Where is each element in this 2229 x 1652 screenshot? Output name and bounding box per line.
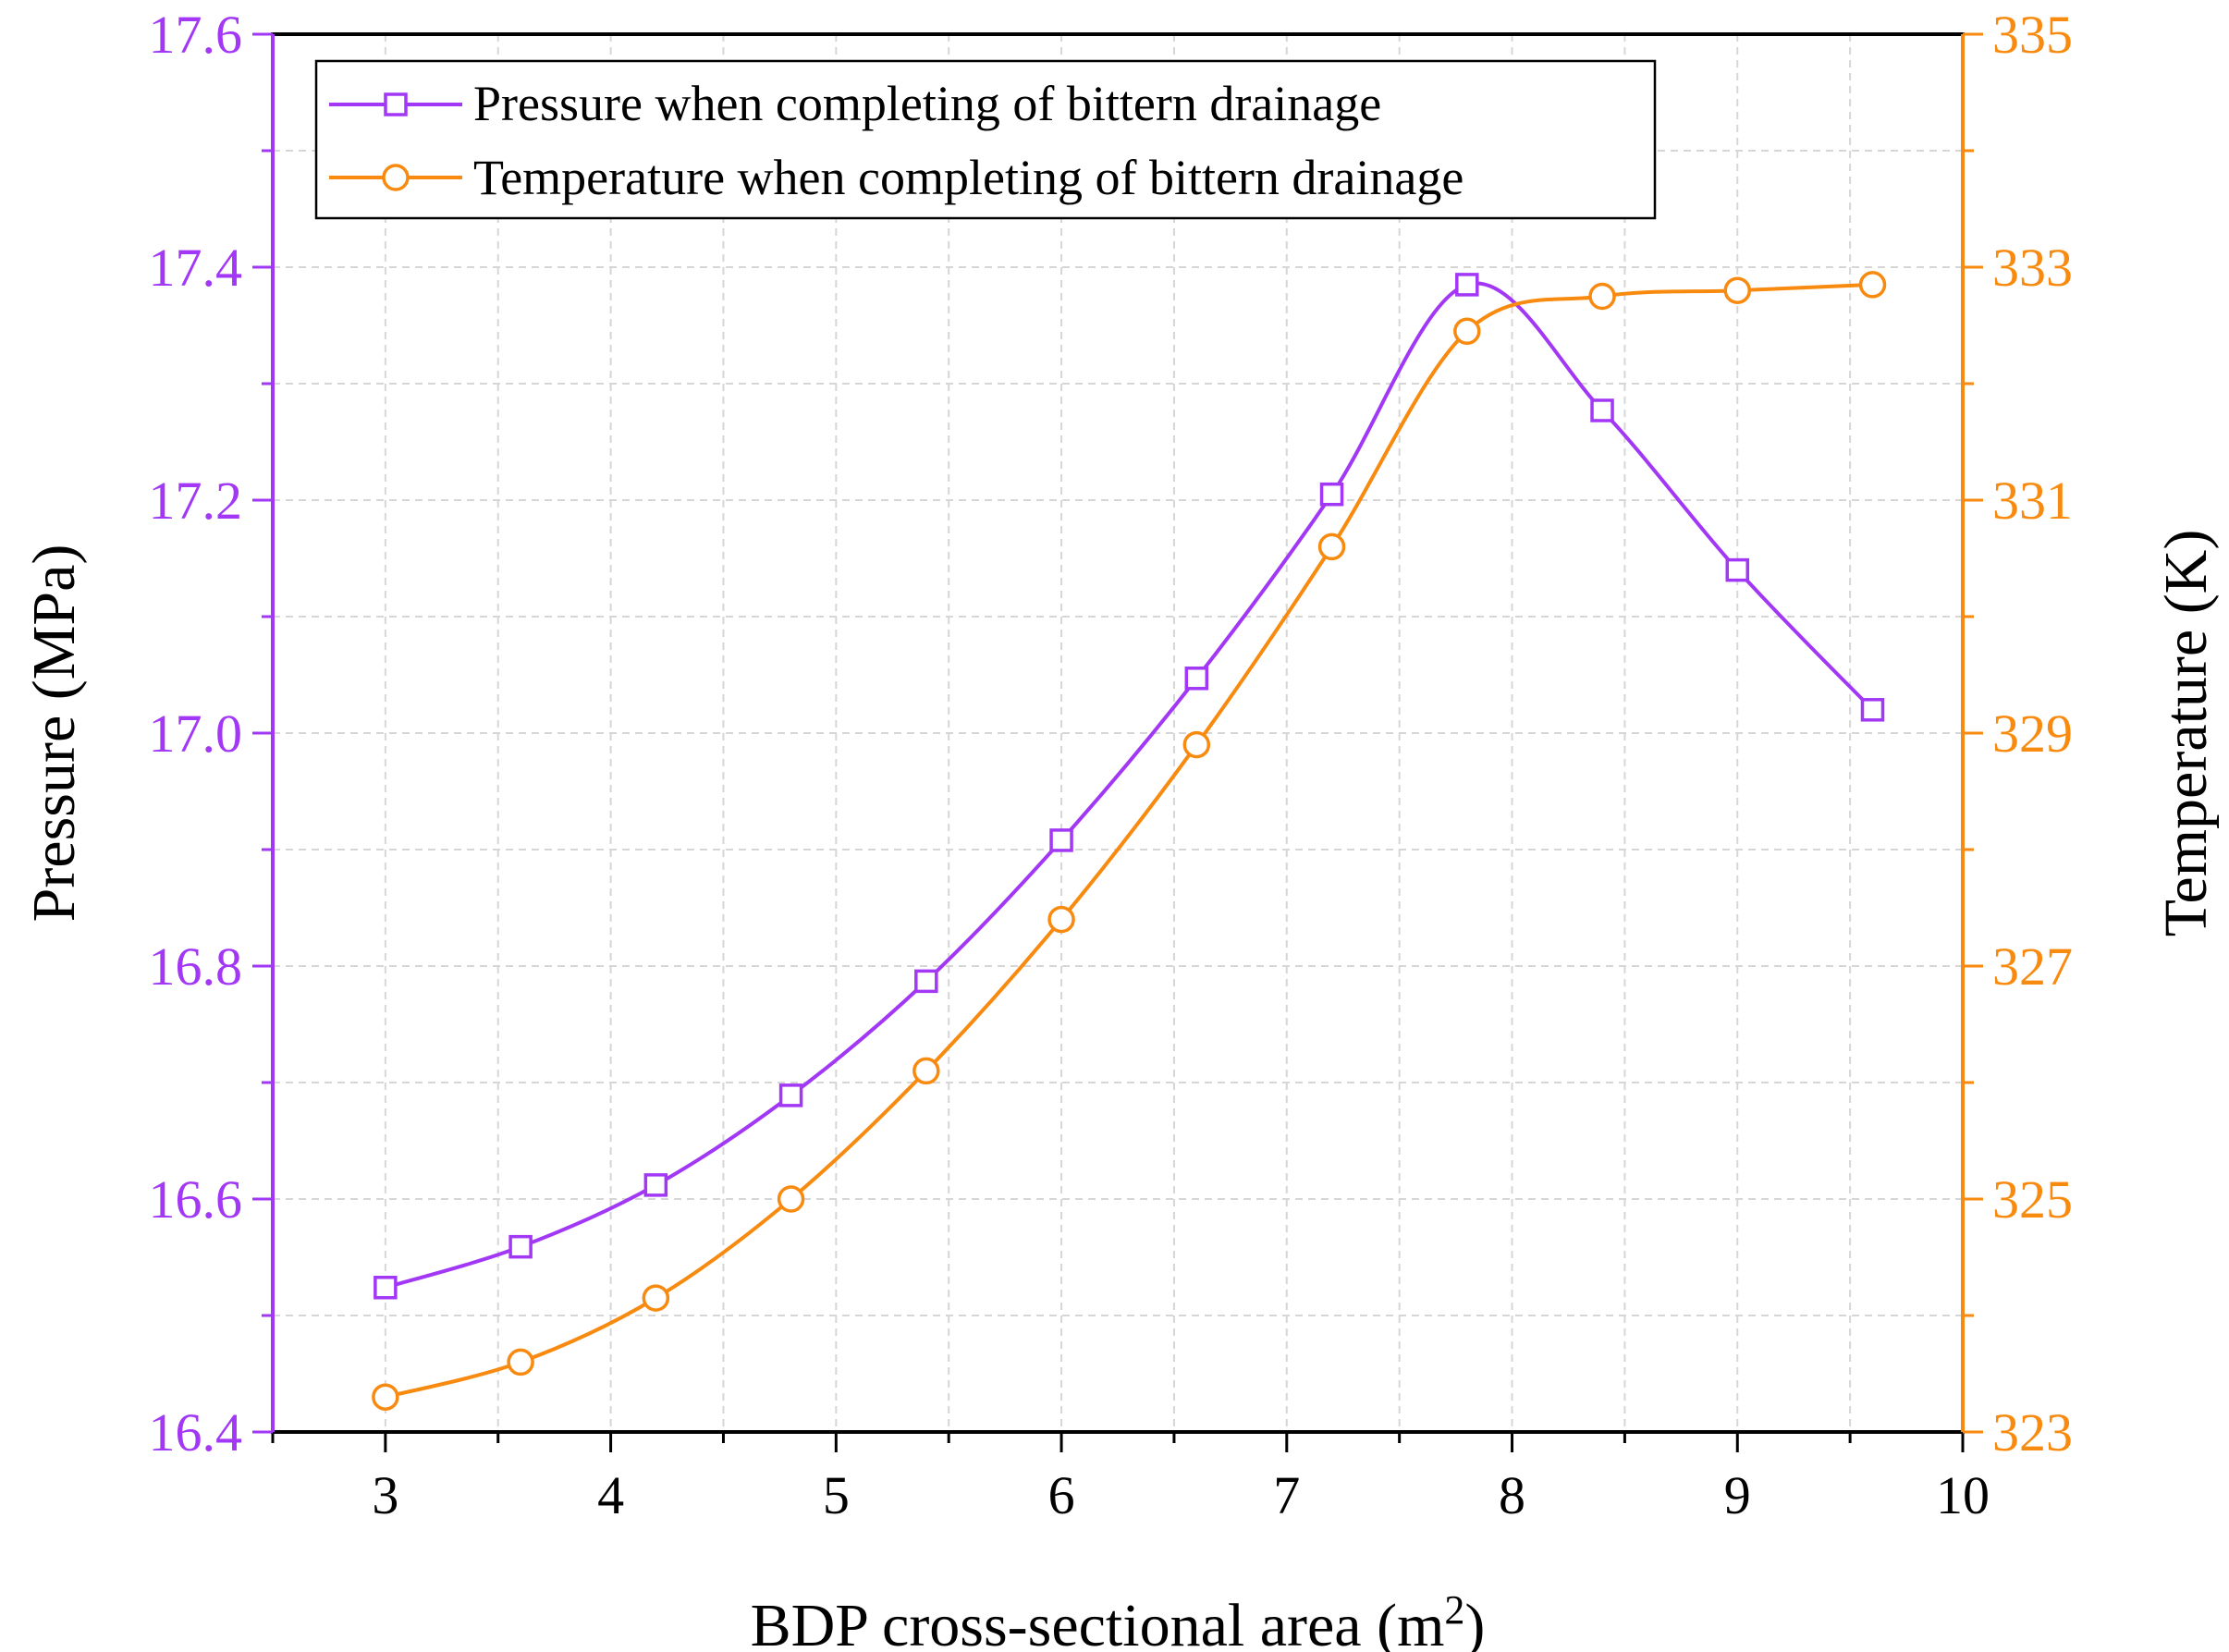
temperature-point: [1858, 271, 1887, 299]
pressure-point: [1455, 273, 1479, 297]
x-tick-label: 8: [1499, 1465, 1525, 1525]
temperature-point: [1453, 317, 1481, 346]
temperature-point: [777, 1185, 805, 1213]
temperature-point: [1317, 532, 1346, 561]
temperature-point: [372, 1383, 399, 1411]
pressure-point: [1319, 482, 1344, 507]
right-tick-label: 327: [1992, 936, 2073, 997]
temperature-point: [1588, 282, 1616, 311]
x-tick-label: 5: [823, 1465, 850, 1525]
left-tick-label: 16.6: [149, 1169, 243, 1230]
right-tick-label: 331: [1992, 471, 2073, 531]
temperature-point: [507, 1348, 534, 1377]
x-tick-label: 7: [1273, 1465, 1300, 1525]
right-tick-label: 335: [1992, 5, 2073, 65]
right-axis-title: Temperature (K): [2152, 530, 2220, 937]
left-tick-label: 16.8: [149, 936, 243, 997]
x-tick-label: 3: [372, 1465, 398, 1525]
temperature-point: [912, 1057, 940, 1085]
series-layer: [372, 271, 1887, 1411]
x-tick-label: 6: [1048, 1465, 1075, 1525]
temperature-point: [1047, 905, 1075, 934]
left-tick-label: 16.4: [149, 1402, 243, 1462]
right-tick-label: 323: [1992, 1402, 2073, 1462]
pressure-point: [1590, 398, 1614, 422]
legend: Pressure when completing of bittern drai…: [314, 59, 1657, 220]
pressure-point: [914, 969, 938, 994]
pressure-point: [778, 1083, 803, 1107]
left-tick-label: 17.0: [149, 704, 243, 764]
left-axis-title: Pressure (MPa): [20, 545, 88, 923]
pressure-point: [508, 1234, 533, 1259]
series-line-pressure: [385, 281, 1874, 1290]
left-tick-label: 17.6: [149, 5, 243, 65]
legend-marker-pressure: [384, 92, 408, 116]
x-tick-label: 9: [1724, 1465, 1751, 1525]
legend-box: [314, 59, 1657, 220]
grid: [273, 34, 1963, 1432]
legend-label-temperature: Temperature when completing of bittern d…: [473, 150, 1464, 205]
right-tick-label: 329: [1992, 704, 2073, 764]
left-tick-label: 17.4: [149, 238, 243, 298]
right-tick-label: 333: [1992, 238, 2073, 298]
pressure-point: [1184, 667, 1209, 691]
right-tick-label: 325: [1992, 1169, 2073, 1230]
legend-marker-temperature: [382, 164, 410, 191]
pressure-point: [643, 1173, 668, 1197]
pressure-point: [1049, 828, 1073, 852]
pressure-point: [1725, 557, 1750, 582]
temperature-point: [1182, 730, 1211, 759]
pressure-point: [1860, 698, 1885, 722]
x-axis-title: BDP cross-sectional area (m2): [751, 1587, 1486, 1652]
pressure-point: [374, 1276, 398, 1300]
left-tick-label: 17.2: [149, 471, 243, 531]
x-tick-label: 4: [597, 1465, 624, 1525]
legend-label-pressure: Pressure when completing of bittern drai…: [473, 76, 1381, 131]
temperature-point: [642, 1284, 670, 1312]
temperature-point: [1723, 276, 1752, 304]
ticks: 3 4 5 6 7 8 9 10 16.4 16.6 16.8 17.0 17.2 17.4 17.6 323…: [149, 5, 2074, 1525]
x-tick-label: 10: [1936, 1465, 1990, 1525]
series-line-temperature: [385, 282, 1873, 1400]
